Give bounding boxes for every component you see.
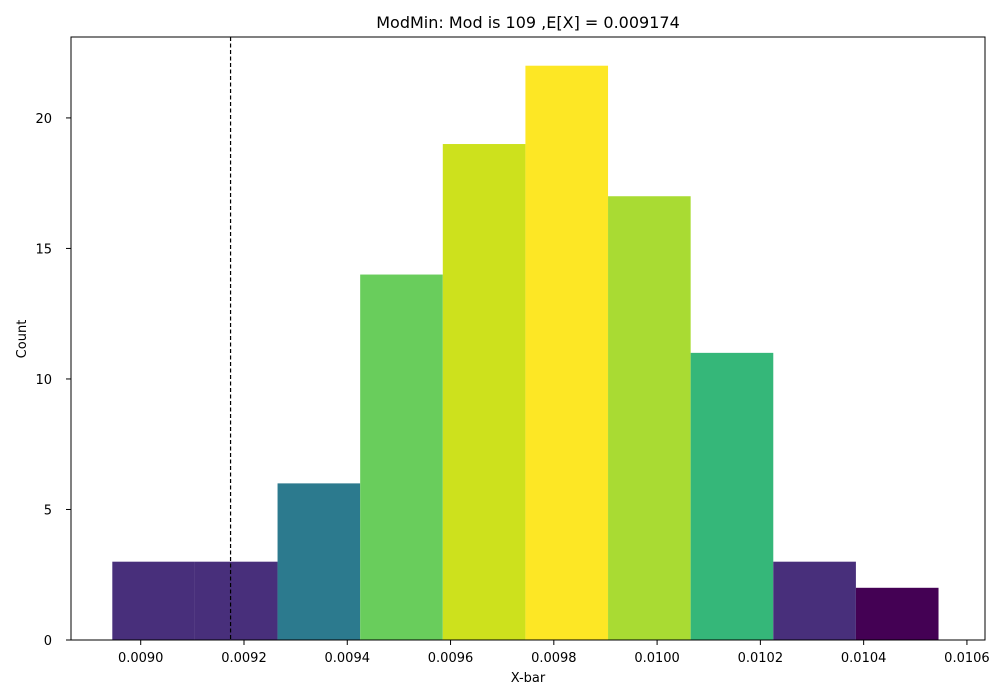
x-tick-label: 0.0096 bbox=[428, 651, 474, 666]
histogram-bar-8 bbox=[690, 352, 774, 640]
x-axis-label: X-bar bbox=[511, 671, 546, 686]
y-tick-label: 5 bbox=[44, 503, 52, 518]
histogram-bar-1 bbox=[112, 561, 195, 640]
histogram-bar-5 bbox=[442, 144, 526, 640]
y-tick-label: 15 bbox=[35, 242, 52, 257]
y-tick-label: 20 bbox=[35, 112, 52, 127]
plot-frame bbox=[70, 36, 986, 641]
x-tick-label: 0.0102 bbox=[738, 651, 784, 666]
y-tick-label: 0 bbox=[44, 634, 52, 649]
x-ticks: 0.0090 0.0092 0.0094 0.0096 0.0098 0.0100 0.01… bbox=[118, 640, 990, 666]
x-tick-label: 0.0094 bbox=[325, 651, 371, 666]
y-ticks: 0 5 10 15 20 bbox=[35, 112, 71, 649]
chart-title: ModMin: Mod is 109 ,E[X] = 0.009174 bbox=[376, 13, 680, 32]
x-tick-label: 0.0100 bbox=[634, 651, 680, 666]
histogram-bar-4 bbox=[360, 274, 443, 640]
x-tick-label: 0.0104 bbox=[841, 651, 887, 666]
histogram-bar-2 bbox=[194, 561, 278, 640]
x-tick-label: 0.0090 bbox=[118, 651, 164, 666]
histogram-bar-10 bbox=[855, 587, 939, 640]
y-tick-label: 10 bbox=[35, 373, 52, 388]
histogram-bar-7 bbox=[608, 196, 691, 640]
histogram-bar-9 bbox=[773, 561, 856, 640]
x-tick-label: 0.0092 bbox=[221, 651, 267, 666]
histogram-bar-3 bbox=[277, 483, 361, 640]
x-tick-label: 0.0106 bbox=[944, 651, 990, 666]
bars-layer bbox=[112, 65, 939, 640]
x-tick-label: 0.0098 bbox=[531, 651, 577, 666]
histogram-bar-6 bbox=[525, 65, 609, 640]
y-axis-label: Count bbox=[15, 320, 30, 359]
